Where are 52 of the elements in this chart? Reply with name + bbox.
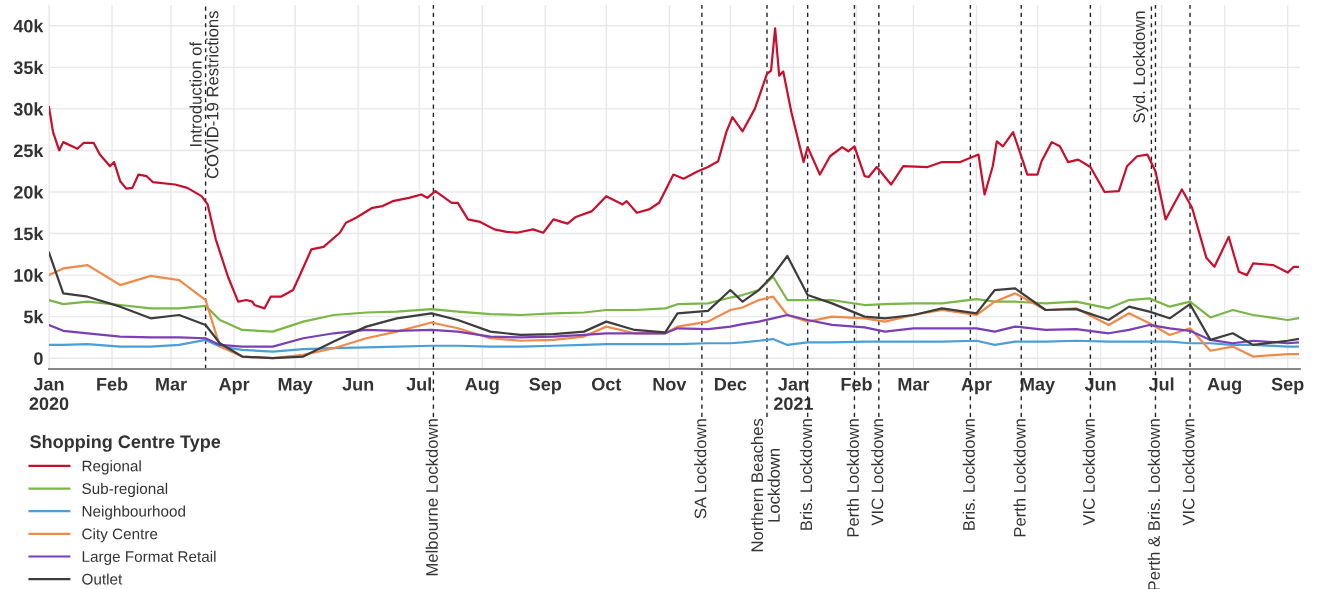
legend-label: City Centre xyxy=(82,528,158,543)
ref-line-label: Introduction of COVID-19 Restrictions xyxy=(189,11,219,179)
ref-line-label: VIC Lockdown xyxy=(1182,419,1195,526)
y-tick-label: 40k xyxy=(13,19,44,33)
x-tick-label: Sep xyxy=(529,377,562,395)
x-tick-label: Jun xyxy=(342,378,374,391)
x-tick-label: Jun xyxy=(1084,378,1116,391)
line-series xyxy=(48,337,1299,353)
y-tick-label: 5k xyxy=(23,310,44,324)
line-series xyxy=(48,275,1299,333)
y-tick-label: 25k xyxy=(13,143,44,158)
legend-label: Neighbourhood xyxy=(82,505,185,520)
ref-line-label: Bris. Lockdown xyxy=(962,419,975,530)
y-tick-label: 15k xyxy=(14,227,44,241)
x-tick-label: Apr xyxy=(961,378,992,395)
y-tick-label: 0 xyxy=(34,352,43,365)
x-tick-label: Nov xyxy=(653,378,687,391)
x-tick-label: Sep xyxy=(1271,377,1304,395)
x-tick-label: Jul xyxy=(1148,377,1174,391)
y-tick-label: 35k xyxy=(13,60,44,75)
x-tick-label: Apr xyxy=(218,378,250,395)
x-tick-label: Feb xyxy=(841,377,872,391)
x-tick-label: Mar xyxy=(156,378,187,391)
legend-label: Large Format Retail xyxy=(82,550,216,566)
y-tick-label: 30k xyxy=(13,102,44,116)
ref-line-label: Perth Lockdown xyxy=(1013,419,1026,537)
x-tick-label: May xyxy=(278,378,313,395)
ref-line-label: Perth Lockdown xyxy=(846,419,859,537)
y-tick-label: 10k xyxy=(14,268,44,282)
line-series xyxy=(48,313,1299,348)
x-tick-label: Jan 2020 xyxy=(29,378,69,411)
ref-line-label: Northern Beaches Lockdown xyxy=(750,418,780,552)
legend-label: Outlet xyxy=(82,573,123,585)
x-tick-label: Aug xyxy=(465,377,499,395)
x-tick-label: Dec xyxy=(715,378,747,391)
x-tick-label: Feb xyxy=(97,377,128,391)
ref-line-label: VIC Lockdown xyxy=(871,419,884,526)
y-tick-label: 20k xyxy=(13,185,44,199)
ref-line-label: VIC Lockdown xyxy=(1082,419,1095,526)
x-tick-label: Aug xyxy=(1207,377,1241,395)
legend-label: Sub-regional xyxy=(82,482,168,498)
ref-line-label: SA Lockdown xyxy=(694,419,707,519)
ref-line-label: Bris. Lockdown xyxy=(799,419,813,530)
x-tick-label: Jan 2021 xyxy=(773,378,813,411)
x-tick-label: May xyxy=(1021,378,1055,395)
x-tick-label: Mar xyxy=(898,378,930,391)
ref-line-label: Melbourne Lockdown xyxy=(425,419,438,576)
legend-title: Shopping Centre Type xyxy=(30,434,221,452)
x-tick-label: Oct xyxy=(591,377,622,391)
ref-line-label: Syd. Lockdown xyxy=(1132,11,1149,123)
x-tick-label: Jul xyxy=(406,377,431,391)
legend-label: Regional xyxy=(82,460,141,475)
